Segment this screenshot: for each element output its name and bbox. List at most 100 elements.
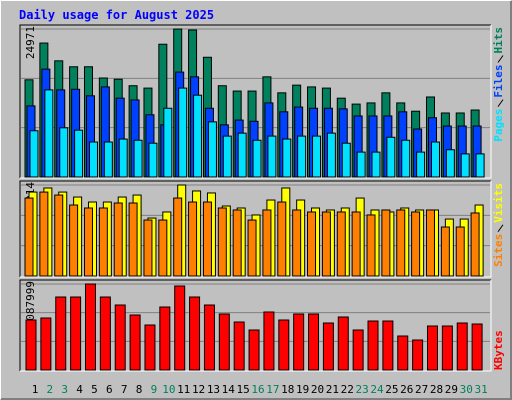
bar <box>341 142 351 178</box>
x-tick-label: 29 <box>445 383 458 396</box>
x-tick-label: 11 <box>177 383 190 396</box>
bar <box>293 313 305 371</box>
x-tick-label: 4 <box>76 383 83 396</box>
x-tick-label: 20 <box>311 383 324 396</box>
bar <box>70 296 82 371</box>
bar <box>39 191 49 277</box>
bar <box>103 141 113 178</box>
x-tick-label: 19 <box>296 383 309 396</box>
bar <box>336 211 346 277</box>
bar <box>143 219 153 277</box>
legend-label: Hits <box>492 27 505 54</box>
bar <box>98 207 108 277</box>
x-tick-label: 21 <box>326 383 339 396</box>
legend-separator <box>497 224 504 233</box>
bar <box>297 135 307 178</box>
legend-label: Files <box>492 65 505 98</box>
bar <box>159 306 171 371</box>
bar <box>367 320 379 371</box>
legend-label: KBytes <box>492 330 505 370</box>
bar <box>337 316 349 371</box>
bar <box>386 136 396 178</box>
x-tick-label: 31 <box>474 383 487 396</box>
x-tick-label: 28 <box>430 383 443 396</box>
bar <box>207 121 217 178</box>
bar <box>193 94 203 178</box>
bar <box>24 197 34 277</box>
bar <box>44 89 54 178</box>
bar <box>460 153 470 178</box>
x-tick-label: 24 <box>370 383 384 396</box>
x-tick-label: 10 <box>162 383 175 396</box>
bar <box>133 139 143 178</box>
bar <box>237 132 247 178</box>
bar <box>412 339 424 371</box>
bar <box>158 219 168 277</box>
legend-label: Pages <box>492 109 505 142</box>
bar <box>69 204 79 277</box>
bar <box>445 149 455 178</box>
bar <box>263 311 275 371</box>
x-tick-label: 30 <box>460 383 473 396</box>
bar <box>40 317 52 371</box>
bar <box>178 87 188 178</box>
bar <box>222 135 232 178</box>
panel-border-dark <box>19 24 491 178</box>
bar <box>292 209 302 277</box>
bar <box>307 211 317 277</box>
bar <box>218 313 230 371</box>
legend-label: Sites <box>492 234 505 267</box>
bar <box>144 324 156 371</box>
bar <box>278 319 290 371</box>
bar <box>174 285 186 371</box>
x-tick-label: 5 <box>91 383 98 396</box>
x-tick-label: 9 <box>151 383 158 396</box>
bar <box>382 320 394 371</box>
bar <box>396 209 406 277</box>
bar <box>456 322 468 371</box>
chart-title: Daily usage for August 2025 <box>19 8 214 22</box>
bar <box>440 226 450 277</box>
bar <box>55 296 67 371</box>
bar <box>54 194 64 277</box>
bar <box>352 329 364 371</box>
bar <box>148 142 158 178</box>
panel-border-dark <box>19 279 491 371</box>
x-tick-label: 23 <box>356 383 369 396</box>
bar <box>129 314 141 371</box>
bar <box>471 323 483 371</box>
bar <box>252 139 262 178</box>
bar <box>202 201 212 277</box>
bar <box>371 151 381 178</box>
bar <box>189 296 201 371</box>
bar <box>114 304 126 371</box>
bar <box>430 141 440 178</box>
x-tick-label: 7 <box>121 383 128 396</box>
bar <box>312 135 322 178</box>
x-tick-label: 13 <box>207 383 220 396</box>
bar <box>29 130 39 178</box>
bar <box>308 313 320 371</box>
legend-label: Visits <box>492 183 505 223</box>
x-tick-label: 27 <box>415 383 428 396</box>
x-tick-label: 18 <box>281 383 294 396</box>
x-tick-label: 26 <box>400 383 413 396</box>
bar <box>282 138 292 178</box>
x-tick-label: 2 <box>47 383 54 396</box>
panel-border-light <box>20 280 492 372</box>
x-tick-label: 1 <box>32 383 39 396</box>
bar <box>118 138 128 178</box>
bar <box>203 304 215 371</box>
x-tick-label: 3 <box>61 383 68 396</box>
bar <box>401 139 411 178</box>
bar <box>74 129 84 178</box>
bar <box>232 209 242 277</box>
panel-border-light <box>20 25 492 179</box>
x-tick-label: 8 <box>136 383 143 396</box>
x-tick-label: 17 <box>266 383 279 396</box>
bar <box>163 107 173 178</box>
bar <box>426 325 438 371</box>
bar <box>99 296 111 371</box>
x-tick-label: 14 <box>222 383 236 396</box>
